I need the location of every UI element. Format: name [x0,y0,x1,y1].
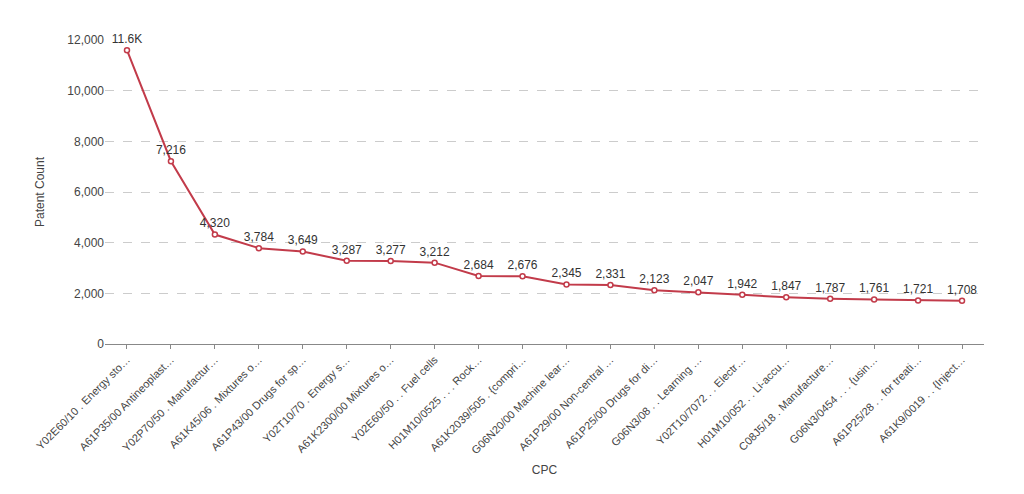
svg-text:H01M10/052 . . Li-accu…: H01M10/052 . . Li-accu… [695,354,792,451]
svg-text:Y02T10/7072 . . Electr…: Y02T10/7072 . . Electr… [654,354,748,448]
svg-text:0: 0 [97,337,104,351]
svg-text:8,000: 8,000 [74,135,104,149]
svg-text:2,684: 2,684 [464,258,494,272]
svg-text:2,676: 2,676 [508,258,538,272]
svg-text:Y02E60/10 . Energy sto…: Y02E60/10 . Energy sto… [34,354,132,452]
svg-text:CPC: CPC [532,463,558,477]
svg-text:1,761: 1,761 [859,281,889,295]
svg-text:1,787: 1,787 [815,281,845,295]
svg-text:2,047: 2,047 [683,274,713,288]
svg-text:3,277: 3,277 [376,243,406,257]
svg-text:A61P25/00 Drugs for di…: A61P25/00 Drugs for di… [563,354,660,451]
svg-text:Y02P70/50 . Manufactur…: Y02P70/50 . Manufactur… [120,354,220,454]
svg-text:H01M10/0525 . . . Rock…: H01M10/0525 . . . Rock… [386,354,484,452]
svg-text:3,287: 3,287 [332,243,362,257]
svg-text:6,000: 6,000 [74,185,104,199]
svg-text:Y02E60/50 . . Fuel cells: Y02E60/50 . . Fuel cells [349,353,440,444]
svg-text:1,847: 1,847 [771,279,801,293]
svg-text:2,000: 2,000 [74,287,104,301]
svg-text:2,331: 2,331 [595,267,625,281]
svg-text:1,942: 1,942 [727,277,757,291]
svg-text:Patent Count: Patent Count [33,156,47,227]
svg-text:C08J5/18 . Manufacture…: C08J5/18 . Manufacture… [736,354,835,453]
svg-text:G06N20/00 Machine lear…: G06N20/00 Machine lear… [469,354,572,457]
svg-text:2,345: 2,345 [551,266,581,280]
svg-text:7,216: 7,216 [156,143,186,157]
svg-text:A61K2039/505 . {compri…: A61K2039/505 . {compri… [428,354,528,454]
svg-text:3,649: 3,649 [288,233,318,247]
svg-text:A61P35/00 Antineoplast…: A61P35/00 Antineoplast… [77,354,176,453]
svg-text:1,708: 1,708 [947,283,977,297]
svg-text:A61P43/00 Drugs for sp…: A61P43/00 Drugs for sp… [209,354,308,453]
svg-text:4,320: 4,320 [200,216,230,230]
svg-text:12,000: 12,000 [67,33,104,47]
svg-text:3,212: 3,212 [420,245,450,259]
svg-text:A61P29/00 Non-central …: A61P29/00 Non-central … [516,354,615,453]
svg-text:Y02T10/70 . Energy s…: Y02T10/70 . Energy s… [261,354,353,446]
svg-text:G06N3/08 . . Learning …: G06N3/08 . . Learning … [609,354,704,449]
svg-text:11.6K: 11.6K [112,32,142,46]
svg-text:2,123: 2,123 [639,272,669,286]
svg-text:A61K2300/00 Mixtures o…: A61K2300/00 Mixtures o… [295,354,396,455]
svg-text:A61K9/0019 . . {Inject…: A61K9/0019 . . {Inject… [876,354,967,445]
svg-text:A61K45/06 . Mixtures o…: A61K45/06 . Mixtures o… [167,354,264,451]
svg-text:3,784: 3,784 [244,230,274,244]
svg-text:4,000: 4,000 [74,236,104,250]
svg-text:1,721: 1,721 [903,282,933,296]
svg-text:A61P25/28 . . for treati…: A61P25/28 . . for treati… [829,354,923,448]
svg-text:10,000: 10,000 [67,84,104,98]
svg-text:G06N3/0454 . . . {usin…: G06N3/0454 . . . {usin… [787,354,879,446]
